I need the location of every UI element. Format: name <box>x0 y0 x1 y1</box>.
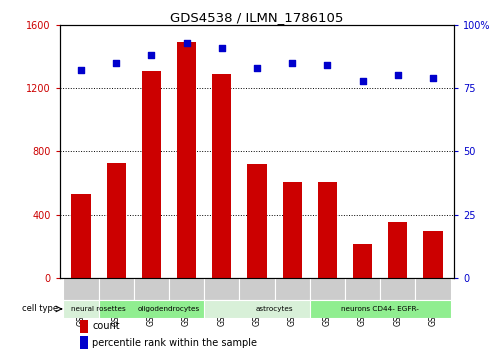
Text: count: count <box>92 321 120 331</box>
Bar <box>106 162 126 278</box>
Bar <box>99 278 134 300</box>
Text: percentile rank within the sample: percentile rank within the sample <box>92 338 257 348</box>
Point <box>429 75 437 81</box>
Point <box>77 68 85 73</box>
Bar <box>353 244 372 278</box>
Bar <box>99 300 240 318</box>
Bar <box>240 278 274 300</box>
Bar <box>282 182 302 278</box>
Bar <box>169 278 204 300</box>
Bar <box>63 278 99 300</box>
Point <box>288 60 296 65</box>
Bar <box>79 336 88 349</box>
Point <box>218 45 226 50</box>
Bar <box>79 320 88 332</box>
Point <box>253 65 261 71</box>
Bar <box>388 222 408 278</box>
Bar <box>310 278 345 300</box>
Text: oligodendrocytes: oligodendrocytes <box>138 306 200 312</box>
Bar <box>71 194 91 278</box>
Point <box>359 78 367 83</box>
Bar <box>248 164 266 278</box>
Point <box>183 40 191 45</box>
Bar <box>177 42 196 278</box>
Bar <box>142 71 161 278</box>
Bar <box>380 278 415 300</box>
Point <box>112 60 120 65</box>
Bar <box>134 278 169 300</box>
Bar <box>204 300 345 318</box>
Text: neural rosettes: neural rosettes <box>71 306 126 312</box>
Point <box>147 52 155 58</box>
Bar <box>204 278 240 300</box>
Text: astrocytes: astrocytes <box>256 306 293 312</box>
Bar <box>274 278 310 300</box>
Bar <box>212 74 232 278</box>
Point <box>323 62 331 68</box>
Bar <box>415 278 451 300</box>
Bar <box>423 232 443 278</box>
Title: GDS4538 / ILMN_1786105: GDS4538 / ILMN_1786105 <box>170 11 344 24</box>
Bar <box>63 300 134 318</box>
Text: neurons CD44- EGFR-: neurons CD44- EGFR- <box>341 306 419 312</box>
Point <box>394 73 402 78</box>
Text: cell type: cell type <box>22 304 58 313</box>
Bar <box>310 300 451 318</box>
Bar <box>318 182 337 278</box>
Bar <box>345 278 380 300</box>
